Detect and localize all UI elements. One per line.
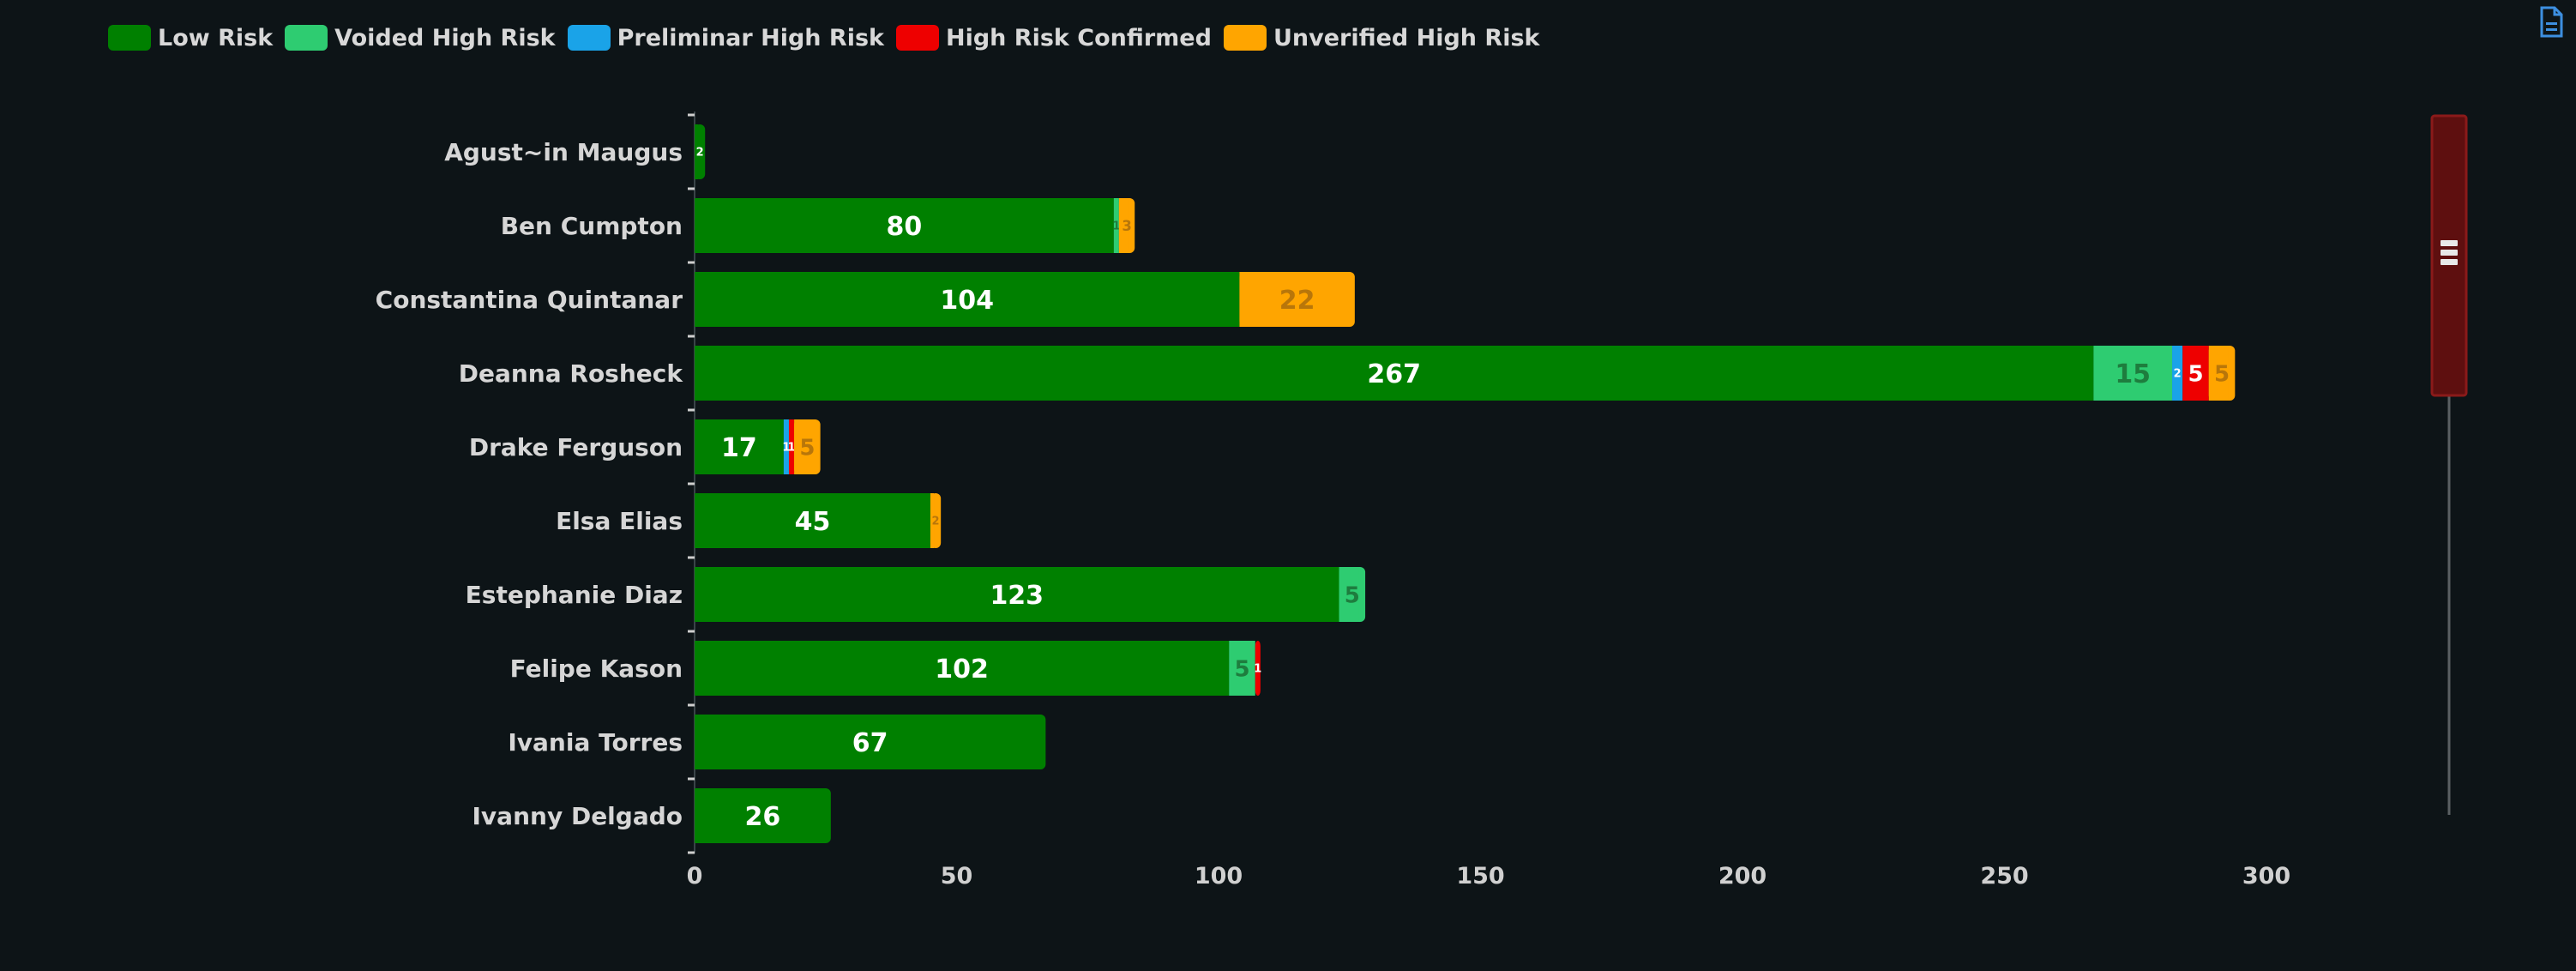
x-tick-label: 0 (687, 863, 703, 890)
x-tick-label: 300 (2242, 863, 2290, 890)
bar-segment[interactable] (695, 641, 1230, 696)
bar-segment-fill (1239, 272, 1348, 327)
category-label: Ivania Torres (508, 728, 683, 757)
chart-legend: Low Risk Voided High Risk Preliminar High … (108, 21, 1540, 55)
bar-segment-fill (794, 419, 814, 474)
bar-value-label: 15 (2115, 359, 2151, 389)
category-label: Deanna Rosheck (459, 359, 684, 388)
legend-label: Low Risk (158, 24, 274, 51)
category-label: Estephanie Diaz (466, 581, 683, 609)
bar-segment[interactable] (783, 419, 789, 474)
legend-item[interactable]: Unverified High Risk (1223, 24, 1540, 51)
legend-item[interactable]: Low Risk (108, 25, 273, 51)
category-label: Ben Cumpton (501, 212, 683, 240)
bar-segment-fill (930, 493, 935, 548)
legend-swatch (285, 25, 328, 51)
bar-segment[interactable] (1255, 641, 1261, 696)
bar-value-label: 80 (887, 212, 923, 242)
bar-value-label: 26 (745, 802, 781, 832)
bar-value-label: 2 (696, 147, 704, 160)
bar-segment[interactable] (2182, 346, 2209, 401)
category-label: Agust~in Maugus (444, 138, 683, 166)
bar-value-label: 17 (721, 433, 757, 463)
bar-value-label: 5 (2188, 361, 2203, 387)
legend-label: Voided High Risk (334, 24, 556, 51)
bar-segment-fill (695, 715, 1039, 769)
legend-swatch (108, 25, 151, 51)
bar-value-label: 67 (852, 728, 888, 758)
bar-segment-fill (1339, 567, 1359, 622)
zoom-slider-grip (2441, 250, 2458, 256)
legend-label: High Risk Confirmed (945, 24, 1212, 51)
x-tick-label: 150 (1456, 863, 1504, 890)
bar-value-label: 5 (799, 435, 815, 461)
x-tick-label: 100 (1195, 863, 1243, 890)
bar-value-label: 5 (1345, 582, 1360, 608)
category-label: Ivanny Delgado (472, 802, 683, 830)
bar-value-label: 1 (1254, 663, 1261, 676)
bar-value-label: 45 (795, 507, 831, 537)
legend-item[interactable]: Voided High Risk (285, 24, 556, 51)
bar-value-label: 3 (1122, 218, 1131, 234)
bar-value-label: 267 (1367, 359, 1421, 389)
bar-value-label: 5 (1234, 656, 1249, 682)
x-tick-label: 250 (1980, 863, 2028, 890)
bar-value-label: 123 (990, 581, 1044, 611)
category-label: Felipe Kason (510, 654, 683, 683)
legend-label: Unverified High Risk (1273, 24, 1540, 51)
bar-value-label: 1 (1112, 220, 1120, 233)
document-export-icon[interactable] (2537, 5, 2566, 39)
bar-value-label: 1 (788, 442, 796, 455)
zoom-slider-grip (2441, 259, 2458, 265)
bar-segment-fill (2208, 346, 2229, 401)
bar-value-label: 102 (935, 654, 989, 685)
bar-value-label: 2 (932, 516, 940, 528)
category-label: Elsa Elias (556, 507, 683, 535)
legend-swatch (1223, 25, 1267, 51)
bar-segment[interactable] (1229, 641, 1255, 696)
category-label: Drake Ferguson (469, 433, 683, 461)
zoom-slider-grip (2441, 240, 2458, 246)
bar-segment[interactable] (695, 493, 930, 548)
bar-value-label: 5 (2214, 361, 2230, 387)
bar-segment[interactable] (695, 419, 784, 474)
bar-value-label: 2 (2174, 368, 2182, 381)
bar-segment[interactable] (695, 272, 1240, 327)
legend-swatch (895, 25, 939, 51)
bar-segment[interactable] (788, 419, 795, 474)
x-tick-label: 200 (1718, 863, 1766, 890)
bar-segment[interactable] (695, 198, 1114, 253)
bar-segment-fill (695, 124, 699, 179)
bar-value-label: 1 (782, 442, 790, 455)
bar-segment-fill (695, 788, 824, 843)
x-tick-label: 50 (941, 863, 973, 890)
bar-segment-fill (1118, 198, 1129, 253)
bar-segment[interactable] (695, 567, 1339, 622)
bar-value-label: 22 (1279, 286, 1315, 316)
bar-segment[interactable] (2093, 346, 2173, 401)
legend-item[interactable]: Preliminar High Risk (567, 24, 884, 51)
legend-label: Preliminar High Risk (617, 24, 884, 51)
bar-value-label: 104 (940, 286, 994, 316)
bar-segment[interactable] (1113, 198, 1119, 253)
bar-segment[interactable] (695, 346, 2094, 401)
legend-swatch (567, 25, 611, 51)
category-label: Constantina Quintanar (376, 286, 683, 314)
legend-item[interactable]: High Risk Confirmed (895, 24, 1212, 51)
bar-segment[interactable] (2172, 346, 2183, 401)
